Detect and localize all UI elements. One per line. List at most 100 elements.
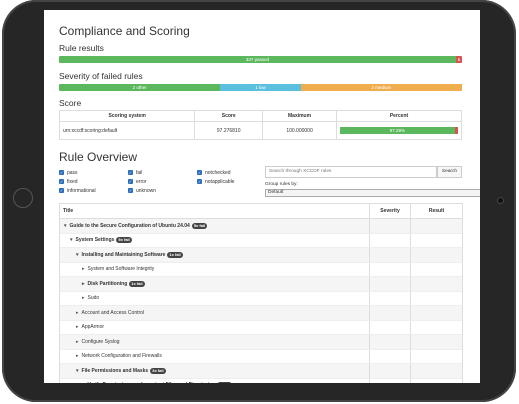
node-label: Guide to the Secure Configuration of Ubu…	[69, 222, 190, 229]
camera	[497, 197, 504, 204]
tree-row[interactable]: ▾Verify Permissions on Important Files a…	[60, 378, 462, 383]
severity-cell	[369, 277, 410, 291]
checkbox[interactable]: ✓	[59, 170, 64, 175]
segment-label: 5	[457, 57, 461, 62]
severity-cell	[369, 306, 410, 320]
result-cell	[410, 277, 462, 291]
node-label: System and Software Integrity	[87, 266, 155, 273]
filter-checkbox[interactable]: ✓ fail	[128, 168, 197, 177]
tree-row[interactable]: ▸ Sudo	[60, 291, 462, 306]
title-cell: ▸ AppArmor	[60, 324, 369, 330]
section-heading: Severity of failed rules	[59, 71, 143, 81]
bar-segment: 337 passed	[59, 56, 457, 63]
score-table: Scoring system Score Maximum Percent urn:xc…	[58, 110, 462, 140]
checkbox[interactable]: ✓	[128, 179, 133, 184]
tree-row[interactable]: ▾ Guide to the Secure Configuration of Ub…	[60, 219, 462, 234]
filter-label: notapplicable	[205, 178, 235, 185]
segment-label: 337 passed	[245, 57, 270, 62]
expand-arrow[interactable]: ▸	[76, 309, 79, 316]
checkbox[interactable]: ✓	[197, 170, 202, 175]
filter-label: unknown	[136, 187, 157, 194]
title-cell: ▸ Sudo	[60, 295, 369, 301]
filter-checkbox[interactable]: ✓ unknown	[128, 186, 197, 195]
title-cell: ▾ System Settings 5x fail	[60, 237, 369, 244]
result-cell	[410, 335, 462, 349]
title-cell: ▾Verify Permissions on Important Files a…	[60, 382, 369, 383]
fail-badge: 3x fail	[150, 367, 166, 374]
severity-cell	[369, 335, 410, 349]
tree-row[interactable]: ▸ Disk Partitioning 1x fail	[60, 277, 462, 292]
node-label: System Settings	[75, 237, 115, 244]
checkbox[interactable]: ✓	[128, 188, 133, 193]
expand-arrow[interactable]: ▾	[76, 367, 79, 374]
column-header: Score	[194, 110, 264, 122]
expand-arrow[interactable]: ▸	[76, 338, 79, 345]
node-label: Network Configuration and Firewalls	[81, 353, 162, 360]
filter-label: fail	[136, 169, 143, 176]
tree-row[interactable]: ▸ System and Software Integrity	[60, 262, 462, 277]
column-header: Percent	[336, 110, 462, 122]
section-heading: Score	[59, 98, 82, 108]
tree-row[interactable]: ▸ AppArmor	[60, 320, 462, 335]
filter-checkbox[interactable]: ✓ notchecked	[197, 168, 266, 177]
screen: Compliance and Scoring Rule results 337 …	[44, 10, 480, 383]
filter-label: fixed	[67, 178, 78, 185]
title-cell: ▸ System and Software Integrity	[60, 266, 369, 272]
cell: 100.000000	[262, 121, 337, 140]
table-row: urn:xccdf:scoring:default 97.276810 100.…	[58, 121, 462, 140]
column-header: Result	[410, 204, 462, 218]
title-cell: ▸ Disk Partitioning 1x fail	[60, 280, 369, 287]
checkbox[interactable]: ✓	[59, 188, 64, 193]
group-select[interactable]: Default	[265, 189, 480, 197]
filter-checkbox[interactable]: ✓ notapplicable	[197, 177, 266, 186]
tree-row[interactable]: ▸ Network Configuration and Firewalls	[60, 349, 462, 364]
cell: 97.276810	[194, 121, 264, 140]
tree-row[interactable]: ▾ Installing and Maintaining Software 1x f…	[60, 248, 462, 263]
filter-checkbox[interactable]: ✓ pass	[59, 168, 128, 177]
fail-badge: 5x fail	[116, 237, 132, 244]
search-button[interactable]: Search	[437, 166, 462, 178]
severity-cell	[369, 262, 410, 276]
page-title: Compliance and Scoring	[59, 24, 190, 38]
tree-row[interactable]: ▸ Account and Access Control	[60, 306, 462, 321]
fail-badge: 1x fail	[129, 280, 145, 287]
column-header: Maximum	[262, 110, 337, 122]
segment-label: 1 low	[255, 85, 266, 90]
segment-label: 2 other	[132, 85, 147, 90]
result-cell	[410, 378, 462, 383]
result-cell	[410, 219, 462, 233]
severity-cell	[369, 248, 410, 262]
expand-arrow[interactable]: ▾	[70, 237, 73, 244]
rule-tree: Title Severity Result ▾ Guide to the Secu…	[59, 203, 463, 383]
expand-arrow[interactable]: ▸	[76, 353, 79, 360]
tree-row[interactable]: ▾ File Permissions and Masks 3x fail	[60, 364, 462, 379]
filter-checkbox[interactable]: ✓ fixed	[59, 177, 128, 186]
expand-arrow[interactable]: ▸	[82, 295, 85, 302]
expand-arrow[interactable]: ▾	[82, 382, 85, 383]
checkbox[interactable]: ✓	[59, 179, 64, 184]
expand-arrow[interactable]: ▾	[64, 222, 67, 229]
search-input[interactable]: Search through XCCDF rules	[265, 166, 437, 178]
severity-cell	[369, 320, 410, 334]
column-header: Scoring system	[58, 110, 196, 122]
title-cell: ▾ Guide to the Secure Configuration of Ub…	[60, 222, 369, 229]
tree-row[interactable]: ▸ Configure Syslog	[60, 335, 462, 350]
rule-results-bar: 337 passed 5	[59, 56, 462, 63]
filter-checkbox[interactable]: ✓ error	[128, 177, 197, 186]
node-label: File Permissions and Masks	[81, 367, 149, 374]
expand-arrow[interactable]: ▸	[82, 266, 85, 273]
severity-cell	[369, 291, 410, 305]
expand-arrow[interactable]: ▸	[76, 324, 79, 331]
filter-checkbox[interactable]: ✓ informational	[59, 186, 128, 195]
node-label: Disk Partitioning	[87, 280, 128, 287]
percent-rest	[454, 127, 458, 134]
title-cell: ▸ Account and Access Control	[60, 310, 369, 316]
filter-label: notchecked	[205, 169, 231, 176]
tree-row[interactable]: ▾ System Settings 5x fail	[60, 233, 462, 248]
expand-arrow[interactable]: ▸	[82, 280, 85, 287]
expand-arrow[interactable]: ▾	[76, 251, 79, 258]
percent-bar: 97.28%	[340, 127, 458, 134]
checkbox[interactable]: ✓	[197, 179, 202, 184]
checkbox[interactable]: ✓	[128, 170, 133, 175]
